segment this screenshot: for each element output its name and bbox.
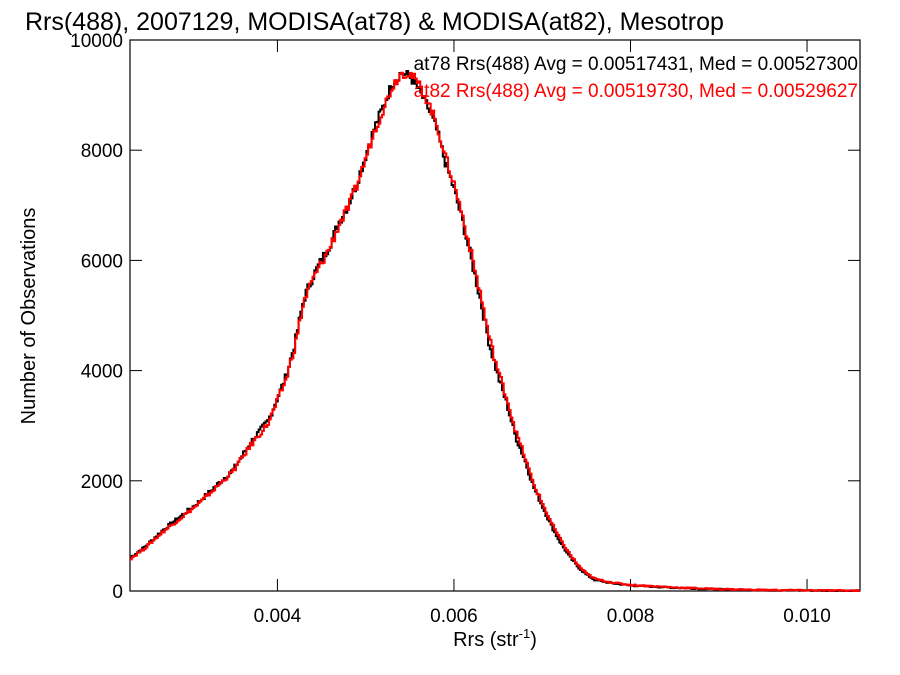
plot-frame xyxy=(129,39,861,592)
x-tick-label: 0.004 xyxy=(254,606,302,627)
x-axis-label-text: Rrs (str xyxy=(453,629,519,651)
axis-ticks: 0.004 0.006 0.008 0.010 0 2000 4000 6000 8000 100… xyxy=(70,31,860,627)
y-tick-label: 10000 xyxy=(70,31,123,52)
x-axis-label-superscript: -1 xyxy=(519,626,531,641)
y-tick-label: 2000 xyxy=(81,472,123,493)
legend-at82-stats: at82 Rrs(488) Avg = 0.00519730, Med = 0.… xyxy=(414,81,858,102)
y-tick-label: 0 xyxy=(112,582,123,603)
x-axis-label: Rrs (str-1) xyxy=(453,626,537,651)
y-tick-label: 4000 xyxy=(81,362,123,383)
x-tick-label: 0.008 xyxy=(607,606,655,627)
y-tick-label: 6000 xyxy=(81,251,123,272)
series-lines xyxy=(130,69,860,592)
y-tick-label: 8000 xyxy=(81,141,123,162)
chart-title: Rrs(488), 2007129, MODISA(at78) & MODISA… xyxy=(25,8,724,36)
series-line-at78 xyxy=(130,69,860,592)
legend-at78-stats: at78 Rrs(488) Avg = 0.00517431, Med = 0.… xyxy=(414,54,858,75)
series-line-at82 xyxy=(130,71,860,592)
x-axis-label-close: ) xyxy=(530,629,537,651)
x-tick-label: 0.006 xyxy=(430,606,478,627)
x-tick-label: 0.010 xyxy=(783,606,831,627)
y-axis-label: Number of Observations xyxy=(18,208,40,425)
